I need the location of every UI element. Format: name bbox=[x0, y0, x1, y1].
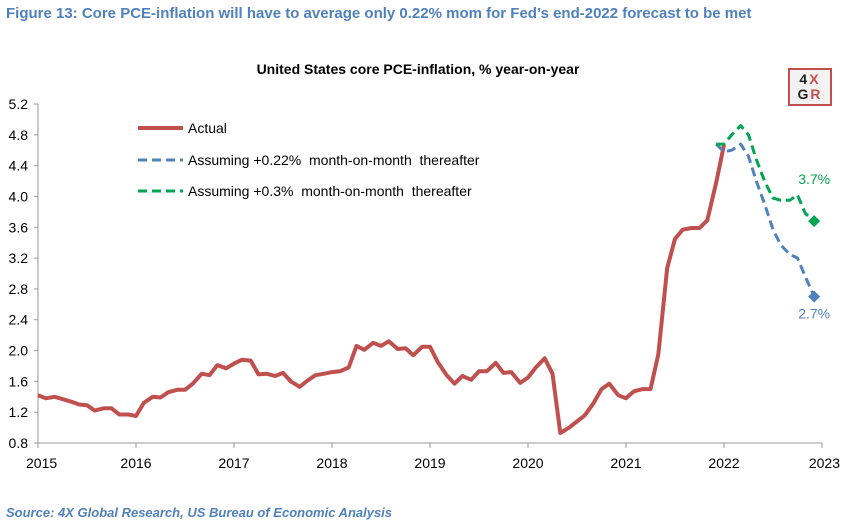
y-tick-label: 5.2 bbox=[9, 96, 29, 112]
legend: Actual Assuming +0.22% month-on-month the… bbox=[138, 120, 480, 199]
end-point-marker bbox=[808, 290, 821, 303]
x-tick-label: 2022 bbox=[708, 455, 739, 471]
series-layer bbox=[37, 124, 821, 435]
4xgr-logo: 4X GR bbox=[788, 68, 832, 106]
y-tick-label: 3.2 bbox=[9, 250, 29, 266]
y-tick-label: 2.8 bbox=[9, 281, 29, 297]
y-tick-label: 4.8 bbox=[9, 127, 29, 143]
x-tick-label: 2017 bbox=[218, 455, 249, 471]
axes: 0.8 1.2 1.6 2.0 2.4 2.8 3.2 3.6 4.0 4.4 4.8 5.2 2015… bbox=[9, 96, 841, 471]
core-pce-chart: United States core PCE-inflation, % year… bbox=[9, 61, 841, 471]
y-tick-label: 4.4 bbox=[9, 158, 29, 174]
x-tick-label: 2020 bbox=[512, 455, 543, 471]
series-line-actual bbox=[37, 144, 726, 435]
chart-title: United States core PCE-inflation, % year… bbox=[257, 61, 580, 77]
series-line-mom-03 bbox=[716, 124, 816, 223]
y-tick-label: 4.0 bbox=[9, 188, 29, 204]
x-tick-label: 2016 bbox=[120, 455, 151, 471]
figure-title: Figure 13: Core PCE-inflation will have … bbox=[6, 5, 752, 22]
end-value-label: 3.7% bbox=[798, 171, 830, 187]
x-tick-label: 2019 bbox=[414, 455, 445, 471]
x-tick-label: 2015 bbox=[26, 455, 57, 471]
logo-row-2: GR bbox=[797, 86, 823, 102]
legend-label: Assuming +0.22% month-on-month thereafte… bbox=[188, 152, 480, 168]
end-value-label: 2.7% bbox=[798, 306, 830, 322]
x-tick-label: 2021 bbox=[610, 455, 641, 471]
x-tick-label: 2018 bbox=[316, 455, 347, 471]
y-tick-label: 1.2 bbox=[9, 404, 29, 420]
legend-label: Assuming +0.3% month-on-month thereafter bbox=[188, 183, 472, 199]
series-line-mom-022 bbox=[715, 142, 816, 298]
legend-label: Actual bbox=[188, 120, 227, 136]
source-note: Source: 4X Global Research, US Bureau of… bbox=[6, 505, 393, 520]
x-tick-label: 2023 bbox=[809, 455, 840, 471]
y-tick-label: 1.6 bbox=[9, 373, 29, 389]
end-labels: 2.7% 3.7% bbox=[798, 171, 830, 322]
logo-row-1: 4X bbox=[799, 71, 821, 87]
y-tick-label: 3.6 bbox=[9, 219, 29, 235]
end-point-marker bbox=[808, 215, 821, 228]
y-tick-label: 2.0 bbox=[9, 343, 29, 359]
y-tick-label: 2.4 bbox=[9, 312, 29, 328]
y-tick-label: 0.8 bbox=[9, 435, 29, 451]
